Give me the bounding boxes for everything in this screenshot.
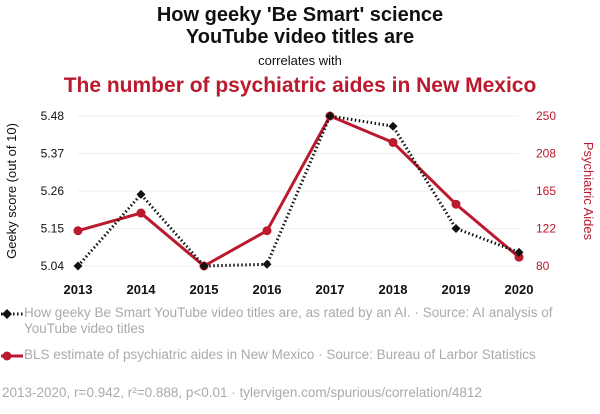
y-right-tick-label: 208 [536,147,556,161]
x-tick-label: 2018 [379,282,408,297]
y-left-tick-label: 5.37 [41,147,65,161]
y-right-axis-label: Psychiatric Aides [581,142,596,241]
y-right-tick-label: 80 [536,259,550,273]
series-point-geeky-score [514,247,524,257]
legend-swatch-black-diamond [1,309,23,319]
x-tick-label: 2019 [442,282,471,297]
x-tick-label: 2016 [253,282,282,297]
series-point-psychiatric-aides [451,199,461,209]
y-left-tick-label: 5.26 [41,184,65,198]
y-left-tick-label: 5.48 [41,109,65,123]
series-point-psychiatric-aides [388,137,398,147]
chart-title-red: The number of psychiatric aides in New M… [63,74,537,97]
y-left-tick-label: 5.15 [41,222,65,236]
series-point-geeky-score [325,111,335,121]
legend-item-geeky-score: How geeky Be Smart YouTube video titles … [0,305,574,337]
series-point-geeky-score [199,261,209,271]
series-point-geeky-score [73,261,83,271]
correlates-with-label: correlates with [258,53,342,68]
series-point-geeky-score [388,121,398,131]
y-right-tick-label: 165 [536,184,556,198]
chart-title-line-1: How geeky 'Be Smart' science [156,4,444,26]
chart-title-line-2: YouTube video titles are [185,26,415,48]
footer-stats: 2013-2020, r=0.942, r²=0.888, p<0.01 · t… [2,385,482,400]
x-tick-label: 2015 [190,282,219,297]
x-tick-label: 2013 [64,282,93,297]
series-point-geeky-score [451,224,461,233]
chart-plot: 5.04 5.15 5.26 5.37 5.48 80 122 165 208 250 2013 20… [4,109,596,297]
legend-item-psychiatric-aides: BLS estimate of psychiatric aides in New… [0,347,574,363]
series-line-psychiatric-aides [77,114,520,268]
legend-text-psychiatric-aides: BLS estimate of psychiatric aides in New… [24,347,536,362]
series-point-psychiatric-aides [73,226,83,236]
y-left-axis-label: Geeky score (out of 10) [4,123,19,259]
x-tick-label: 2020 [505,282,534,297]
series-point-geeky-score [262,259,272,269]
series-point-geeky-score [136,189,146,199]
legend-text-geeky-score: How geeky Be Smart YouTube video titles … [24,305,553,336]
legend-swatch-red-circle [1,351,23,361]
series-point-psychiatric-aides [136,208,146,218]
x-tick-label: 2014 [127,282,157,297]
y-right-tick-label: 250 [536,109,556,123]
x-tick-label: 2017 [316,282,345,297]
y-left-tick-label: 5.04 [41,259,65,273]
series-point-psychiatric-aides [262,226,272,236]
y-right-tick-label: 122 [536,222,556,236]
series-point-psychiatric-aides [514,252,524,262]
chart-header: How geeky 'Be Smart' science YouTube vid… [0,4,600,98]
